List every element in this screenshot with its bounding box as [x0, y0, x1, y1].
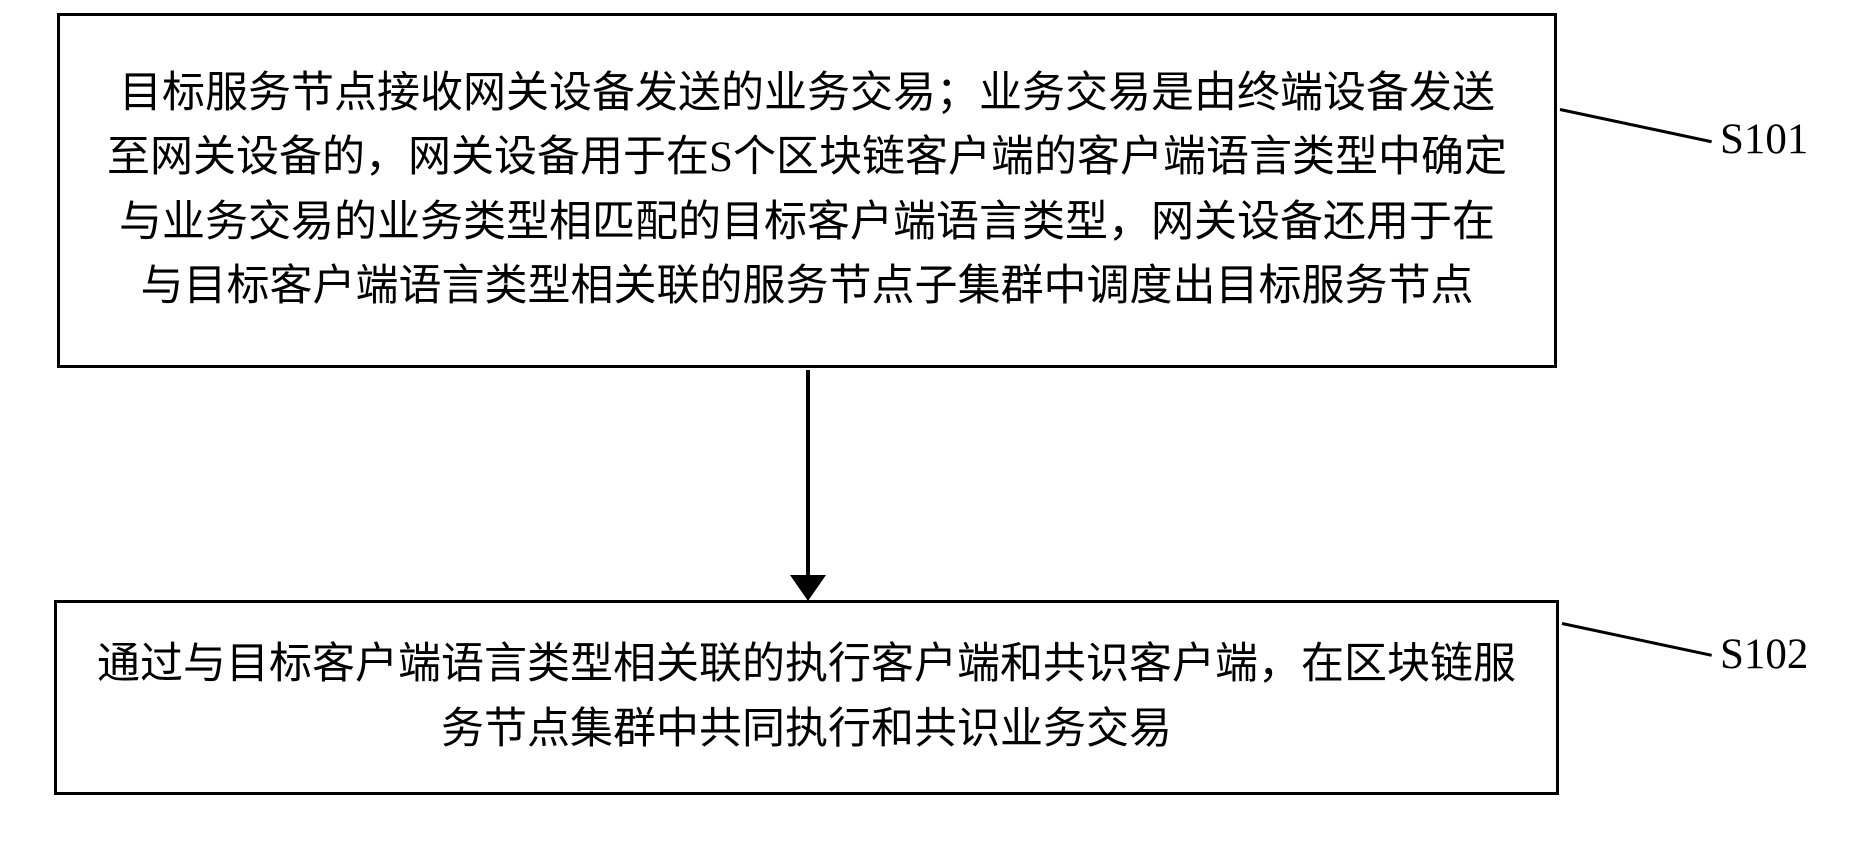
flowchart-arrowhead [790, 575, 826, 601]
label-connector-s102 [1562, 622, 1712, 657]
flowchart-node-s101: 目标服务节点接收网关设备发送的业务交易；业务交易是由终端设备发送至网关设备的，网… [57, 13, 1557, 368]
node-label-s101: S101 [1720, 115, 1808, 164]
node-text-s102: 通过与目标客户端语言类型相关联的执行客户端和共识客户端，在区块链服务节点集群中共… [97, 633, 1516, 762]
flowchart-node-s102: 通过与目标客户端语言类型相关联的执行客户端和共识客户端，在区块链服务节点集群中共… [54, 600, 1559, 795]
node-label-s102: S102 [1720, 630, 1808, 679]
flowchart-arrow [806, 370, 810, 580]
label-connector-s101 [1560, 108, 1712, 143]
node-text-s101: 目标服务节点接收网关设备发送的业务交易；业务交易是由终端设备发送至网关设备的，网… [100, 62, 1514, 320]
flowchart-container: 目标服务节点接收网关设备发送的业务交易；业务交易是由终端设备发送至网关设备的，网… [0, 0, 1876, 848]
